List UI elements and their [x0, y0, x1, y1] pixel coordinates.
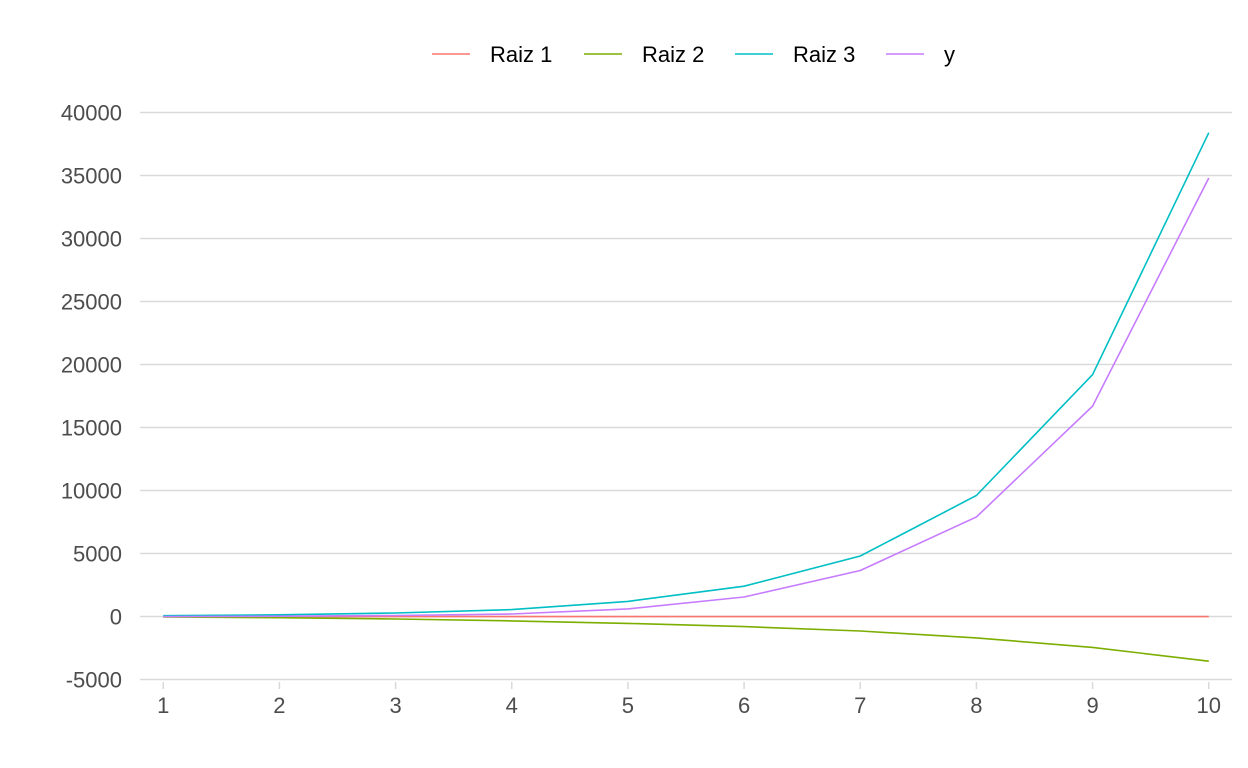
x-tick-label: 1 — [157, 693, 169, 718]
x-tick-label: 4 — [506, 693, 518, 718]
legend-label: Raiz 2 — [642, 42, 704, 67]
x-tick-label: 2 — [273, 693, 285, 718]
legend: Raiz 1 Raiz 2 Raiz 3 y — [432, 42, 955, 67]
legend-label: y — [944, 42, 955, 67]
legend-label: Raiz 1 — [490, 42, 552, 67]
series-line-4 — [163, 177, 1210, 618]
y-tick-label: 40000 — [61, 101, 122, 126]
x-tick-label: 9 — [1086, 693, 1098, 718]
x-tick-label: 3 — [389, 693, 401, 718]
x-tick-label: 8 — [970, 693, 982, 718]
y-tick-label: 35000 — [61, 164, 122, 189]
legend-label: Raiz 3 — [793, 42, 855, 67]
y-tick-label: 10000 — [61, 478, 122, 503]
y-tick-label: 20000 — [61, 353, 122, 378]
series-line-3 — [163, 132, 1210, 617]
y-tick-label: 0 — [110, 604, 122, 629]
y-tick-label: 5000 — [73, 541, 122, 566]
series-line-2 — [163, 616, 1209, 662]
y-axis: -5000 0 5000 10000 15000 20000 25000 30000 35000… — [61, 101, 122, 693]
y-tick-label: -5000 — [66, 667, 122, 692]
y-tick-label: 15000 — [61, 415, 122, 440]
x-tick-label: 5 — [622, 693, 634, 718]
x-tick-label: 7 — [854, 693, 866, 718]
x-axis: 1 2 3 4 5 6 7 8 9 10 — [157, 682, 1221, 718]
y-tick-label: 25000 — [61, 290, 122, 315]
y-tick-label: 30000 — [61, 227, 122, 252]
x-tick-label: 10 — [1197, 693, 1221, 718]
x-tick-label: 6 — [738, 693, 750, 718]
plot-area — [163, 132, 1210, 662]
